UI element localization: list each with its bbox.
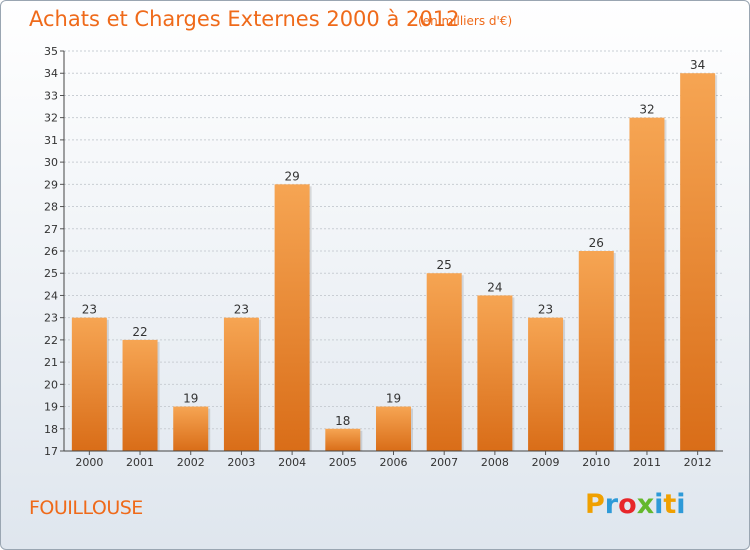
bar-value-label: 18 bbox=[335, 414, 350, 428]
y-tick-label: 32 bbox=[44, 112, 58, 125]
x-tick-label: 2011 bbox=[633, 456, 661, 469]
y-tick-label: 20 bbox=[44, 378, 58, 391]
logo-letter: o bbox=[618, 489, 637, 520]
logo-letter: t bbox=[663, 489, 677, 520]
y-tick-label: 23 bbox=[44, 312, 58, 325]
bar bbox=[223, 317, 259, 451]
x-tick-label: 2002 bbox=[177, 456, 205, 469]
bar-value-label: 25 bbox=[437, 258, 452, 272]
logo-letter: i bbox=[676, 489, 686, 520]
y-tick-label: 27 bbox=[44, 223, 58, 236]
logo-letter: r bbox=[604, 489, 619, 520]
y-tick-label: 21 bbox=[44, 356, 58, 369]
bar bbox=[477, 295, 513, 451]
bar-value-label: 22 bbox=[132, 325, 147, 339]
bar-value-label: 19 bbox=[386, 392, 401, 406]
y-tick-label: 22 bbox=[44, 334, 58, 347]
bar bbox=[173, 406, 209, 451]
x-tick-label: 2001 bbox=[126, 456, 154, 469]
y-tick-label: 33 bbox=[44, 89, 58, 102]
bar bbox=[71, 317, 107, 451]
x-tick-label: 2003 bbox=[227, 456, 255, 469]
x-tick-label: 2010 bbox=[582, 456, 610, 469]
bar-value-label: 32 bbox=[639, 103, 654, 117]
y-tick-label: 24 bbox=[44, 289, 58, 302]
x-tick-label: 2009 bbox=[532, 456, 560, 469]
bar bbox=[629, 117, 665, 452]
bar bbox=[122, 339, 158, 451]
bar bbox=[528, 317, 564, 451]
bar bbox=[680, 73, 716, 451]
x-tick-label: 2004 bbox=[278, 456, 306, 469]
bar bbox=[426, 273, 462, 451]
bar-value-label: 19 bbox=[183, 392, 198, 406]
logo-letter: P bbox=[585, 489, 605, 520]
logo-letter: i bbox=[654, 489, 664, 520]
bar-value-label: 29 bbox=[284, 169, 299, 183]
y-tick-label: 29 bbox=[44, 178, 58, 191]
y-tick-label: 19 bbox=[44, 401, 58, 414]
y-tick-label: 34 bbox=[44, 67, 58, 80]
x-tick-label: 2012 bbox=[684, 456, 712, 469]
y-tick-label: 17 bbox=[44, 445, 58, 458]
chart-title: Achats et Charges Externes 2000 à 2012 bbox=[29, 7, 460, 31]
y-tick-label: 18 bbox=[44, 423, 58, 436]
x-tick-label: 2000 bbox=[75, 456, 103, 469]
bar bbox=[578, 251, 614, 451]
proxiti-logo: Proxiti bbox=[585, 489, 686, 520]
bar bbox=[376, 406, 411, 451]
chart-subtitle: (en milliers d'€) bbox=[418, 14, 513, 28]
bar-value-label: 34 bbox=[690, 58, 705, 72]
x-tick-label: 2008 bbox=[481, 456, 509, 469]
commune-name: FOUILLOUSE bbox=[29, 497, 143, 519]
y-tick-label: 31 bbox=[44, 134, 58, 147]
bar-value-label: 23 bbox=[234, 303, 249, 317]
x-tick-label: 2005 bbox=[329, 456, 357, 469]
bar-value-label: 23 bbox=[82, 303, 97, 317]
x-tick-label: 2007 bbox=[430, 456, 458, 469]
bar bbox=[274, 184, 310, 452]
bar bbox=[325, 428, 361, 451]
bar-value-label: 23 bbox=[538, 303, 553, 317]
y-tick-label: 30 bbox=[44, 156, 58, 169]
logo-letter: x bbox=[636, 489, 655, 520]
bar-value-label: 24 bbox=[487, 280, 502, 294]
bar-value-label: 26 bbox=[589, 236, 604, 250]
y-tick-label: 26 bbox=[44, 245, 58, 258]
y-tick-label: 25 bbox=[44, 267, 58, 280]
x-tick-label: 2006 bbox=[380, 456, 408, 469]
y-tick-label: 35 bbox=[44, 45, 58, 58]
y-tick-label: 28 bbox=[44, 201, 58, 214]
